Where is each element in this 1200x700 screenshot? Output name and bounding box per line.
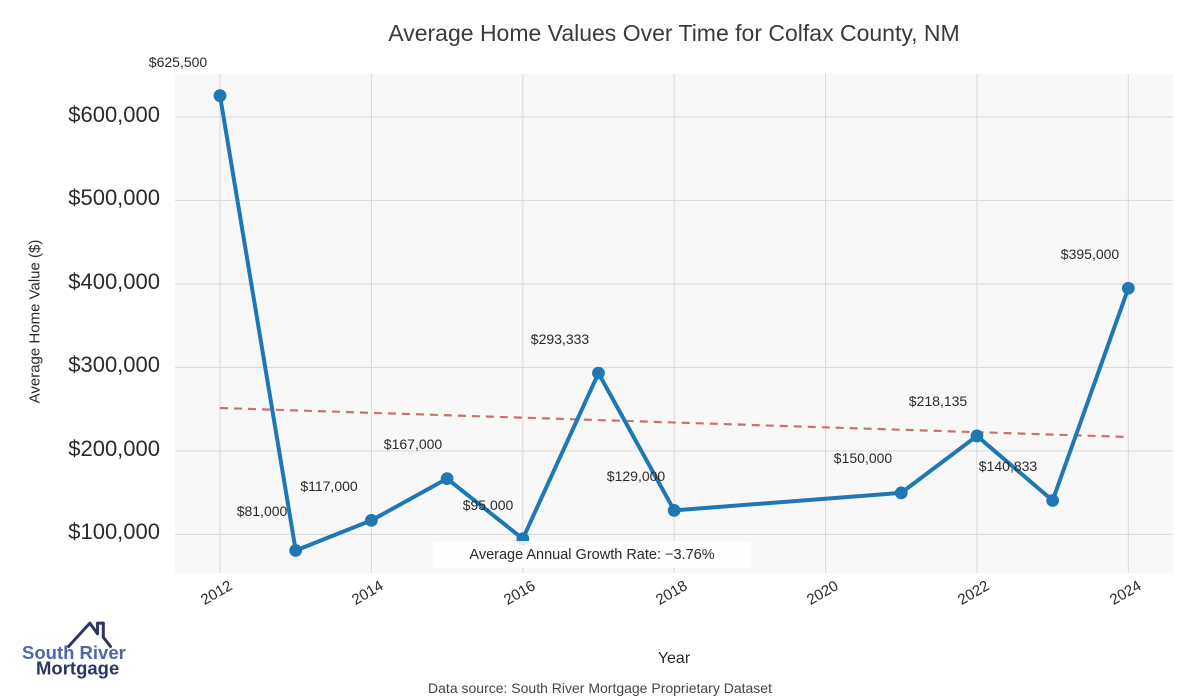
svg-text:Mortgage: Mortgage (36, 658, 119, 679)
